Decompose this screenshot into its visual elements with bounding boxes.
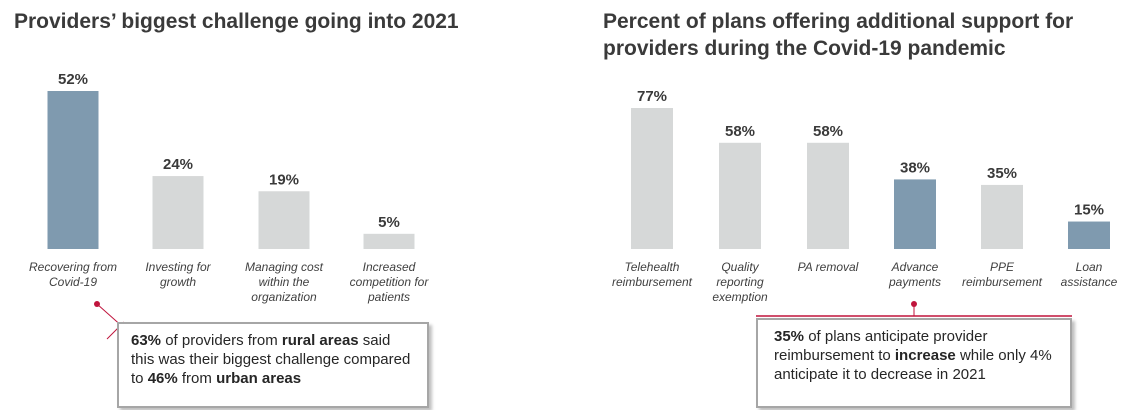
left-category-label-1: Recovering from Covid-19 [29,260,117,289]
right-bar-3 [807,142,849,249]
right-bar-1 [631,108,673,249]
left-callout-text-3: from [177,370,217,387]
right-callout-text-1: of plans anticipate provider reimburseme… [774,328,988,364]
left-bar-3 [258,191,310,249]
left-category-label-3: Managing cost within the organization [245,260,324,304]
left-callout-text-1: of providers from [161,332,282,349]
left-callout-stat-rural: 63% [131,332,162,349]
left-bar-value-label-3: 19% [269,171,299,188]
right-bar-value-label-3: 58% [813,123,843,140]
left-bar-4 [363,233,415,249]
left-bar-value-label-1: 52% [58,71,88,88]
left-bar-1 [47,91,99,249]
right-bar-chart: 77% Telehealth reimbursement 58% Quality repo… [612,88,1118,304]
right-bar-5 [981,184,1023,249]
right-callout-stat: 35% [774,328,805,345]
right-title-line-1: Percent of plans offering additional sup… [603,10,1074,33]
left-bar-value-label-4: 5% [378,214,400,231]
left-bar-value-label-2: 24% [163,156,193,173]
left-category-label-2: Investing for growth [145,260,211,289]
right-category-label-2: Quality reporting exemption [712,260,768,304]
right-category-label-4: Advance payments [888,260,941,289]
right-callout-text-2: while only 4% anticipate it to decrease … [774,347,1052,383]
right-bar-value-label-6: 15% [1074,202,1104,219]
left-bar-chart: 52% Recovering from Covid-19 24% Investing f… [29,71,429,304]
right-category-label-6: Loan assistance [1061,260,1118,289]
right-bar-value-label-2: 58% [725,123,755,140]
left-callout-text-2: said this was their biggest challenge co… [131,332,411,387]
left-callout-rural-areas: rural areas [281,332,359,349]
left-chart-title: Providers’ biggest challenge going into … [14,10,459,33]
right-bar-2 [719,142,761,249]
left-callout-urban-areas: urban areas [216,370,302,387]
right-callout-increase: increase [894,347,956,364]
right-category-label-5: PPE reimbursement [962,260,1043,289]
right-callout-box: 35% of plans anticipate provider reimbur… [756,318,1072,408]
right-chart-title: Percent of plans offering additional sup… [603,8,1123,62]
right-bar-value-label-5: 35% [987,165,1017,182]
left-callout-stat-urban: 46% [147,370,178,387]
right-bar-6 [1068,221,1110,249]
right-bar-4 [894,179,936,249]
right-bar-value-label-4: 38% [900,159,930,176]
right-category-label-3: PA removal [798,260,859,274]
left-bar-2 [152,176,204,249]
left-category-label-4: Increased competition for patients [350,260,430,304]
right-bar-value-label-1: 77% [637,88,667,105]
right-title-line-2: providers during the Covid-19 pandemic [603,37,1006,60]
left-callout-box: 63% of providers from rural areas said t… [117,322,429,408]
right-category-label-1: Telehealth reimbursement [612,260,693,289]
